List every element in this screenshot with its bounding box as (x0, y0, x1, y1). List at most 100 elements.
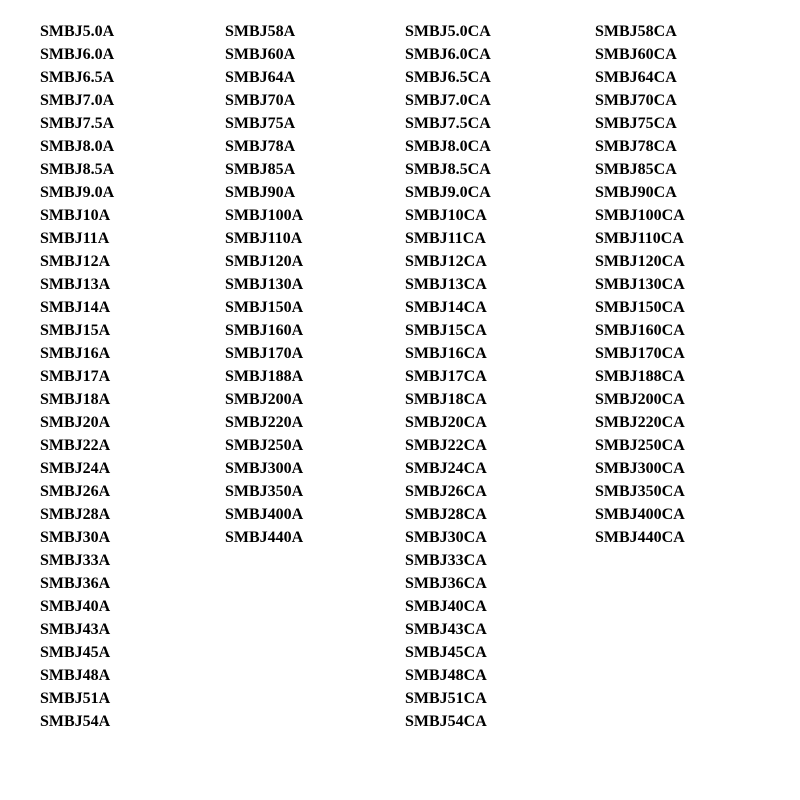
part-number: SMBJ78A (225, 135, 400, 158)
part-number: SMBJ188A (225, 365, 400, 388)
part-number: SMBJ7.5A (40, 112, 215, 135)
part-number: SMBJ250CA (595, 434, 770, 457)
part-number: SMBJ58CA (595, 20, 770, 43)
part-number: SMBJ350CA (595, 480, 770, 503)
part-number: SMBJ43A (40, 618, 215, 641)
part-number: SMBJ17A (40, 365, 215, 388)
column-3: SMBJ5.0CASMBJ6.0CASMBJ6.5CASMBJ7.0CASMBJ… (400, 20, 580, 733)
part-number: SMBJ8.5A (40, 158, 215, 181)
column-4: SMBJ58CASMBJ60CASMBJ64CASMBJ70CASMBJ75CA… (580, 20, 770, 733)
part-number: SMBJ5.0A (40, 20, 215, 43)
part-number: SMBJ8.0CA (405, 135, 580, 158)
part-number: SMBJ14CA (405, 296, 580, 319)
part-number-container: SMBJ5.0ASMBJ6.0ASMBJ6.5ASMBJ7.0ASMBJ7.5A… (30, 20, 770, 733)
part-number: SMBJ170CA (595, 342, 770, 365)
column-2: SMBJ58ASMBJ60ASMBJ64ASMBJ70ASMBJ75ASMBJ7… (215, 20, 400, 733)
part-number: SMBJ150A (225, 296, 400, 319)
part-number: SMBJ7.0CA (405, 89, 580, 112)
part-number: SMBJ350A (225, 480, 400, 503)
part-number: SMBJ58A (225, 20, 400, 43)
part-number: SMBJ54A (40, 710, 215, 733)
part-number: SMBJ51CA (405, 687, 580, 710)
part-number: SMBJ200A (225, 388, 400, 411)
part-number: SMBJ36CA (405, 572, 580, 595)
part-number: SMBJ43CA (405, 618, 580, 641)
part-number: SMBJ188CA (595, 365, 770, 388)
part-number: SMBJ36A (40, 572, 215, 595)
part-number: SMBJ250A (225, 434, 400, 457)
part-number: SMBJ170A (225, 342, 400, 365)
part-number: SMBJ10CA (405, 204, 580, 227)
part-number: SMBJ54CA (405, 710, 580, 733)
part-number: SMBJ22CA (405, 434, 580, 457)
part-number: SMBJ26CA (405, 480, 580, 503)
part-number: SMBJ75CA (595, 112, 770, 135)
part-number: SMBJ40A (40, 595, 215, 618)
part-number: SMBJ45CA (405, 641, 580, 664)
part-number: SMBJ8.0A (40, 135, 215, 158)
part-number: SMBJ120A (225, 250, 400, 273)
part-number: SMBJ13CA (405, 273, 580, 296)
part-number: SMBJ78CA (595, 135, 770, 158)
part-number: SMBJ15CA (405, 319, 580, 342)
part-number: SMBJ11A (40, 227, 215, 250)
part-number: SMBJ64A (225, 66, 400, 89)
part-number: SMBJ20CA (405, 411, 580, 434)
part-number: SMBJ30A (40, 526, 215, 549)
part-number: SMBJ60CA (595, 43, 770, 66)
part-number: SMBJ6.0CA (405, 43, 580, 66)
part-number: SMBJ12A (40, 250, 215, 273)
part-number: SMBJ64CA (595, 66, 770, 89)
part-number: SMBJ9.0A (40, 181, 215, 204)
part-number: SMBJ45A (40, 641, 215, 664)
part-number: SMBJ220CA (595, 411, 770, 434)
part-number: SMBJ75A (225, 112, 400, 135)
part-number: SMBJ6.5CA (405, 66, 580, 89)
part-number: SMBJ48CA (405, 664, 580, 687)
part-number: SMBJ33A (40, 549, 215, 572)
part-number: SMBJ18A (40, 388, 215, 411)
part-number: SMBJ40CA (405, 595, 580, 618)
part-number: SMBJ220A (225, 411, 400, 434)
part-number: SMBJ6.5A (40, 66, 215, 89)
part-number: SMBJ130CA (595, 273, 770, 296)
part-number: SMBJ11CA (405, 227, 580, 250)
part-number: SMBJ9.0CA (405, 181, 580, 204)
part-number: SMBJ160A (225, 319, 400, 342)
part-number: SMBJ70A (225, 89, 400, 112)
part-number: SMBJ6.0A (40, 43, 215, 66)
column-1: SMBJ5.0ASMBJ6.0ASMBJ6.5ASMBJ7.0ASMBJ7.5A… (30, 20, 215, 733)
part-number: SMBJ20A (40, 411, 215, 434)
part-number: SMBJ150CA (595, 296, 770, 319)
part-number: SMBJ28A (40, 503, 215, 526)
part-number: SMBJ120CA (595, 250, 770, 273)
part-number: SMBJ85CA (595, 158, 770, 181)
part-number: SMBJ160CA (595, 319, 770, 342)
part-number: SMBJ110A (225, 227, 400, 250)
part-number: SMBJ10A (40, 204, 215, 227)
part-number: SMBJ300CA (595, 457, 770, 480)
part-number: SMBJ7.0A (40, 89, 215, 112)
part-number: SMBJ12CA (405, 250, 580, 273)
part-number: SMBJ33CA (405, 549, 580, 572)
part-number: SMBJ400A (225, 503, 400, 526)
part-number: SMBJ440CA (595, 526, 770, 549)
part-number: SMBJ400CA (595, 503, 770, 526)
part-number: SMBJ60A (225, 43, 400, 66)
part-number: SMBJ85A (225, 158, 400, 181)
part-number: SMBJ48A (40, 664, 215, 687)
part-number: SMBJ14A (40, 296, 215, 319)
part-number: SMBJ22A (40, 434, 215, 457)
part-number: SMBJ70CA (595, 89, 770, 112)
part-number: SMBJ13A (40, 273, 215, 296)
part-number: SMBJ18CA (405, 388, 580, 411)
part-number: SMBJ200CA (595, 388, 770, 411)
part-number: SMBJ440A (225, 526, 400, 549)
part-number: SMBJ90A (225, 181, 400, 204)
part-number: SMBJ16CA (405, 342, 580, 365)
part-number: SMBJ28CA (405, 503, 580, 526)
part-number: SMBJ110CA (595, 227, 770, 250)
part-number: SMBJ17CA (405, 365, 580, 388)
part-number: SMBJ26A (40, 480, 215, 503)
part-number: SMBJ7.5CA (405, 112, 580, 135)
